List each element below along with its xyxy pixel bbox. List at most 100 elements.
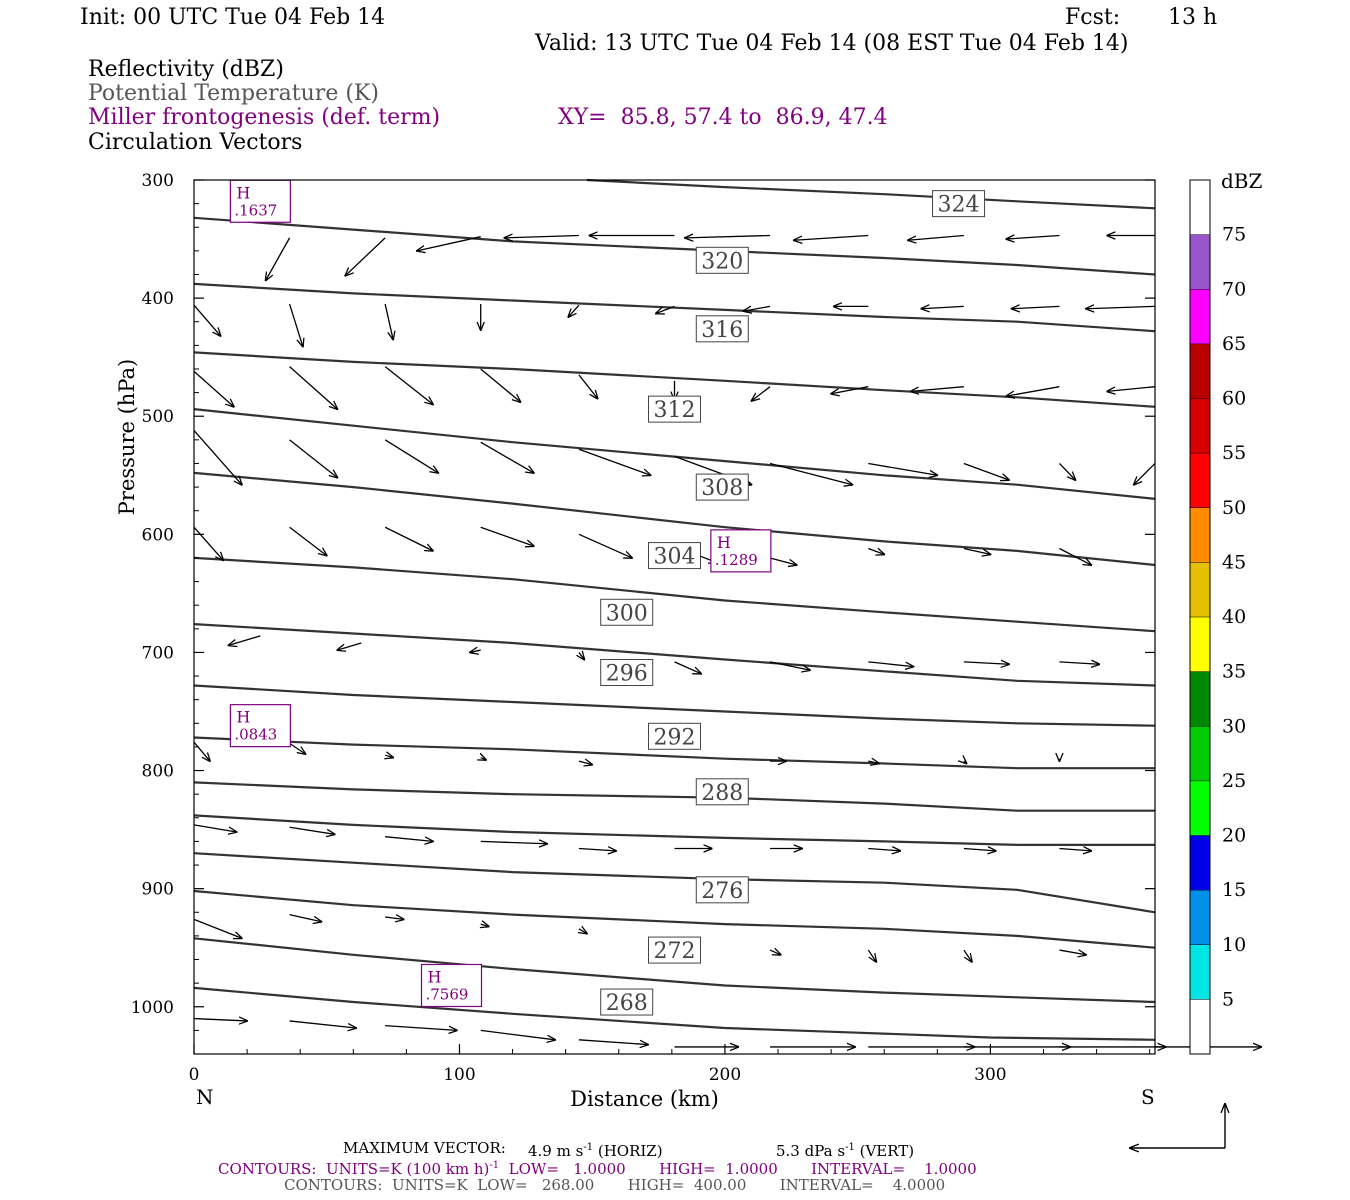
colorbar-segment	[1190, 780, 1210, 836]
theta-label: 268	[606, 991, 648, 1016]
circulation-vector	[385, 755, 393, 757]
colorbar-segment	[1190, 343, 1210, 399]
field-frontogenesis: Miller frontogenesis (def. term)	[88, 105, 441, 130]
frontogenesis-max-value: .7569	[426, 985, 469, 1003]
theta-label-box	[695, 315, 749, 343]
colorbar-label: 20	[1222, 825, 1246, 847]
colorbar-label: 10	[1222, 934, 1246, 956]
theta-label-box	[648, 395, 701, 423]
circulation-vector	[963, 662, 1009, 664]
y-tick-label: 700	[142, 643, 174, 663]
colorbar-label: 35	[1222, 661, 1246, 683]
circulation-vector	[1006, 386, 1060, 396]
circulation-vector	[964, 761, 967, 763]
circulation-vector	[289, 366, 338, 410]
circulation-vector	[505, 236, 579, 238]
init-time: Init: 00 UTC Tue 04 Feb 14	[80, 5, 386, 30]
theta-contour-312	[193, 408, 1156, 500]
circulation-vector	[908, 234, 964, 241]
frontogenesis-label-box	[710, 529, 772, 573]
circulation-vector	[480, 441, 534, 473]
circulation-vector	[578, 448, 651, 475]
frontogenesis-max-mark: H	[717, 533, 731, 552]
circulation-vector	[193, 526, 223, 560]
colorbar-label: 75	[1222, 224, 1246, 246]
theta-label: 320	[701, 249, 743, 274]
circulation-vector	[193, 370, 234, 406]
frontogenesis-max-value: .0843	[234, 726, 277, 744]
theta-label: 296	[606, 662, 648, 687]
circulation-vector	[794, 234, 869, 241]
theta-contour-268	[193, 986, 1156, 1041]
colorbar-segment	[1190, 398, 1210, 454]
circulation-vector	[289, 913, 322, 922]
circulation-vector	[289, 526, 327, 555]
circulation-vector	[480, 1029, 555, 1039]
circulation-vector	[385, 836, 433, 842]
theta-label-box	[600, 988, 654, 1016]
circulation-vector	[744, 306, 771, 311]
colorbar-label: 45	[1222, 551, 1246, 573]
field-circulation-vectors: Circulation Vectors	[88, 130, 303, 155]
theta-contour-300	[193, 623, 1156, 687]
circulation-vector	[289, 1020, 356, 1028]
theta-contour-320	[193, 282, 1156, 333]
colorbar-label: 55	[1222, 442, 1246, 464]
circulation-vector	[481, 758, 486, 760]
circulation-vector	[193, 304, 221, 336]
frontogenesis-max-value: .1637	[234, 201, 277, 219]
circulation-vector	[769, 950, 781, 955]
x-tick-label: 300	[974, 1065, 1006, 1085]
circulation-vector	[385, 917, 404, 919]
circulation-vector	[831, 386, 869, 394]
circulation-vector	[685, 236, 771, 238]
theta-contour-328	[586, 178, 1156, 210]
circulation-vector	[480, 841, 547, 843]
theta-label-box	[695, 473, 749, 501]
colorbar-label: 15	[1222, 879, 1246, 901]
theta-label: 312	[654, 398, 696, 423]
circulation-vector	[1006, 236, 1060, 240]
theta-contour-316	[193, 351, 1156, 408]
circulation-vector	[417, 236, 481, 251]
circulation-vector	[963, 949, 972, 962]
theta-contour-276	[193, 889, 1156, 949]
colorbar-segment	[1190, 726, 1210, 781]
frontogenesis-label-box	[229, 704, 291, 748]
circulation-vector	[769, 557, 797, 565]
theta-contour-296	[193, 684, 1156, 727]
south-end-label: S	[1141, 1085, 1155, 1109]
circulation-vector	[868, 761, 879, 763]
circulation-vector	[579, 652, 584, 659]
circulation-vector	[470, 650, 481, 652]
colorbar-label: 40	[1222, 606, 1246, 628]
theta-label-box	[648, 542, 701, 570]
y-tick-label: 600	[142, 525, 174, 545]
theta-label-box	[600, 598, 654, 626]
north-end-label: N	[196, 1085, 214, 1109]
y-tick-label: 500	[142, 407, 174, 427]
theta-label: 308	[701, 476, 743, 501]
circulation-vector	[384, 439, 438, 473]
circulation-vector	[1059, 547, 1091, 565]
circulation-vector	[481, 924, 489, 926]
circulation-vector	[751, 386, 771, 401]
y-tick-label: 900	[142, 880, 174, 900]
circulation-vector	[1107, 386, 1156, 392]
frontogenesis-max-value: .1289	[715, 551, 758, 569]
y-axis-label: Pressure (hPa)	[115, 359, 139, 515]
colorbar-segment	[1190, 944, 1210, 1000]
max-vector-vertical: 5.3 dPa s-1 (VERT)	[776, 1142, 915, 1160]
circulation-vector	[193, 824, 236, 832]
colorbar-label: 70	[1222, 278, 1246, 300]
theta-contour-304	[193, 556, 1156, 633]
theta-label-box	[695, 246, 749, 274]
colorbar-segment	[1190, 562, 1210, 617]
field-reflectivity: Reflectivity (dBZ)	[88, 57, 284, 82]
circulation-vector	[868, 548, 884, 554]
colorbar-label: 25	[1222, 770, 1246, 792]
colorbar-label: 30	[1222, 715, 1246, 737]
y-tick-label: 300	[142, 171, 174, 191]
circulation-vector	[229, 635, 261, 645]
circulation-vector	[578, 374, 598, 399]
